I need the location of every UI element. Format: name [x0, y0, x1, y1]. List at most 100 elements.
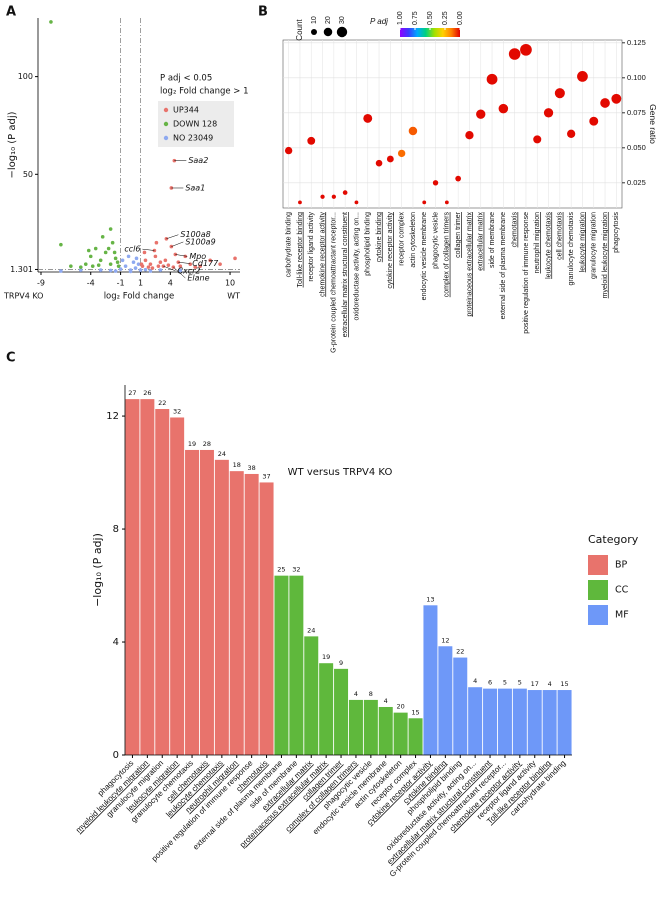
bar [438, 646, 453, 755]
panel-letter: A [6, 5, 16, 20]
y-tick-label: 12 [106, 411, 119, 422]
y-tick-label: 1.301 [10, 265, 33, 274]
count-label: 13 [426, 595, 434, 603]
point [113, 269, 118, 273]
dot [284, 146, 293, 155]
dot [486, 73, 498, 85]
gene-label: Mpo [189, 252, 206, 261]
legend-swatch [588, 580, 608, 600]
count-label: 5 [503, 679, 507, 687]
legend-swatch [588, 605, 608, 625]
count-label: 17 [531, 680, 539, 688]
point [148, 269, 153, 273]
dot [307, 136, 316, 145]
point [148, 262, 153, 266]
x-tick-label: -1 [117, 279, 125, 288]
dot [298, 200, 302, 205]
gene-label: Cd177 [192, 259, 219, 268]
x-tick-label: complex of collagen trimers [444, 212, 451, 298]
count-label: 4 [473, 677, 477, 685]
dot [589, 116, 599, 126]
bar [468, 687, 483, 755]
count-label: 15 [411, 708, 419, 716]
legend-title: Category [588, 533, 639, 546]
x-tick-label: oxidoreductase activity, acting on... [353, 212, 360, 320]
dot [455, 175, 461, 182]
count-label: 32 [173, 407, 181, 415]
point [78, 265, 83, 269]
point [69, 264, 73, 268]
point [143, 267, 148, 272]
point [59, 242, 63, 247]
dot [375, 159, 383, 167]
point [163, 258, 168, 263]
x-tick-label: 4 [168, 279, 173, 288]
point [131, 260, 136, 265]
annotation: log₂ Fold change > 1 [160, 87, 249, 97]
legend-dot [310, 28, 318, 36]
gene-label: Saa2 [188, 156, 208, 165]
point [218, 262, 222, 266]
bar [304, 636, 319, 755]
x-tick-label: external side of plasma membrane [500, 212, 507, 319]
count-label: 22 [158, 399, 166, 407]
y-tick-label: 0.050 [627, 143, 646, 152]
label-leader [171, 241, 184, 247]
label-leader [173, 266, 186, 279]
x-tick-label: actin cytoskeleton [410, 212, 417, 268]
dot [386, 155, 394, 163]
x-tick-label: myeloid leukocyte migration [602, 212, 609, 298]
gene-label: Elane [187, 274, 209, 283]
count-label: 19 [322, 653, 330, 661]
bar [423, 605, 438, 755]
x-tick-label: -9 [37, 279, 45, 288]
point [198, 264, 202, 268]
point [49, 20, 53, 24]
count-label: 4 [384, 697, 388, 705]
legend-label: 30 [339, 16, 346, 24]
point [142, 250, 147, 255]
count-label: 28 [203, 440, 211, 448]
point [59, 269, 63, 273]
legend-title: P adj [370, 17, 388, 26]
legend-label: NO 23049 [173, 134, 213, 143]
y-tick-label: 0.100 [627, 73, 646, 82]
x-tick-label: phospholipid binding [365, 212, 372, 276]
dot [611, 93, 622, 104]
point [136, 262, 141, 266]
x-tick-label: receptor complex [398, 212, 405, 266]
gene-label: Saa1 [185, 183, 205, 192]
bar [185, 449, 200, 755]
gene-label: S100a8 [180, 230, 210, 239]
y-tick-label: 8 [113, 524, 119, 535]
count-label: 9 [339, 659, 343, 667]
y-tick-label: 4 [113, 637, 119, 648]
dot [354, 200, 359, 205]
label-leader [166, 234, 179, 240]
bar [483, 688, 498, 755]
dot [465, 131, 474, 140]
legend-marker [163, 121, 169, 127]
point [90, 264, 95, 268]
y-axis-label: −log₁₀ (P adj) [7, 111, 18, 178]
point [123, 264, 128, 268]
y-tick-label: 0.075 [627, 108, 646, 117]
x-tick-label: neutrophil migration [534, 212, 541, 274]
bar [199, 449, 214, 755]
x-tick-label: collagen trimer [455, 211, 462, 258]
x-axis-label: log₂ Fold change [104, 292, 175, 302]
bar [363, 699, 378, 755]
y-tick-label: 0.125 [627, 38, 646, 47]
point [154, 240, 159, 245]
dot [543, 108, 554, 118]
count-label: 24 [307, 626, 315, 634]
point [93, 246, 98, 251]
point [115, 260, 120, 265]
y-tick-label: 0 [113, 750, 119, 761]
point [178, 268, 183, 273]
x-tick-label: extracellular matrix structural constitu… [342, 212, 349, 337]
colorbar-label: 1.00 [397, 11, 404, 25]
point [178, 264, 183, 268]
label-leader [142, 248, 155, 251]
